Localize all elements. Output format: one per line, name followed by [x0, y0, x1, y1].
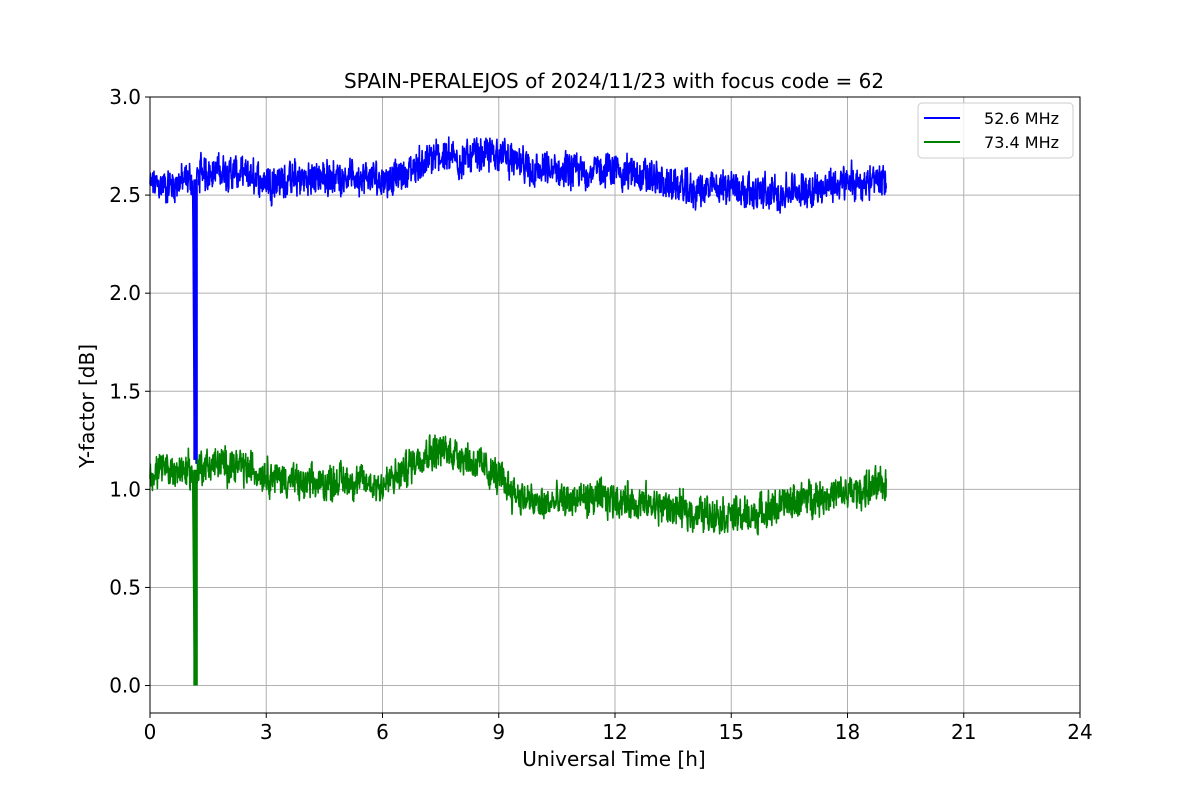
- x-tick-label: 15: [719, 720, 744, 744]
- x-tick-label: 6: [376, 720, 389, 744]
- chart-title: SPAIN-PERALEJOS of 2024/11/23 with focus…: [344, 69, 884, 93]
- x-tick-label: 18: [835, 720, 860, 744]
- x-tick-label: 12: [602, 720, 627, 744]
- series-line-2: [149, 434, 888, 678]
- legend-box: [917, 102, 1074, 159]
- legend-label: 52.6 MHz: [984, 109, 1059, 128]
- y-tick-label: 2.5: [109, 183, 141, 207]
- y-axis: 0.0 0.5 1.0 1.5 2.0 2.5 3.0: [109, 85, 150, 698]
- x-tick-label: 24: [1067, 720, 1092, 744]
- x-tick-label: 3: [260, 720, 273, 744]
- x-tick-label: 21: [951, 720, 976, 744]
- y-tick-label: 0.5: [109, 575, 141, 599]
- x-tick-label: 0: [144, 720, 157, 744]
- y-tick-label: 1.0: [109, 477, 141, 501]
- legend-label: 73.4 MHz: [984, 133, 1059, 152]
- y-tick-label: 3.0: [109, 85, 141, 109]
- series-layer: [149, 136, 888, 686]
- y-tick-label: 1.5: [109, 379, 141, 403]
- x-axis-label: Universal Time [h]: [522, 747, 705, 771]
- x-axis: 0 3 6 9 12 15 18 21 24: [144, 713, 1093, 744]
- x-tick-label: 9: [492, 720, 505, 744]
- legend: 52.6 MHz 73.4 MHz: [917, 102, 1074, 159]
- series-line-1: [149, 136, 888, 450]
- y-tick-label: 2.0: [109, 281, 141, 305]
- y-tick-label: 0.0: [109, 674, 141, 698]
- y-axis-label: Y-factor [dB]: [75, 344, 99, 469]
